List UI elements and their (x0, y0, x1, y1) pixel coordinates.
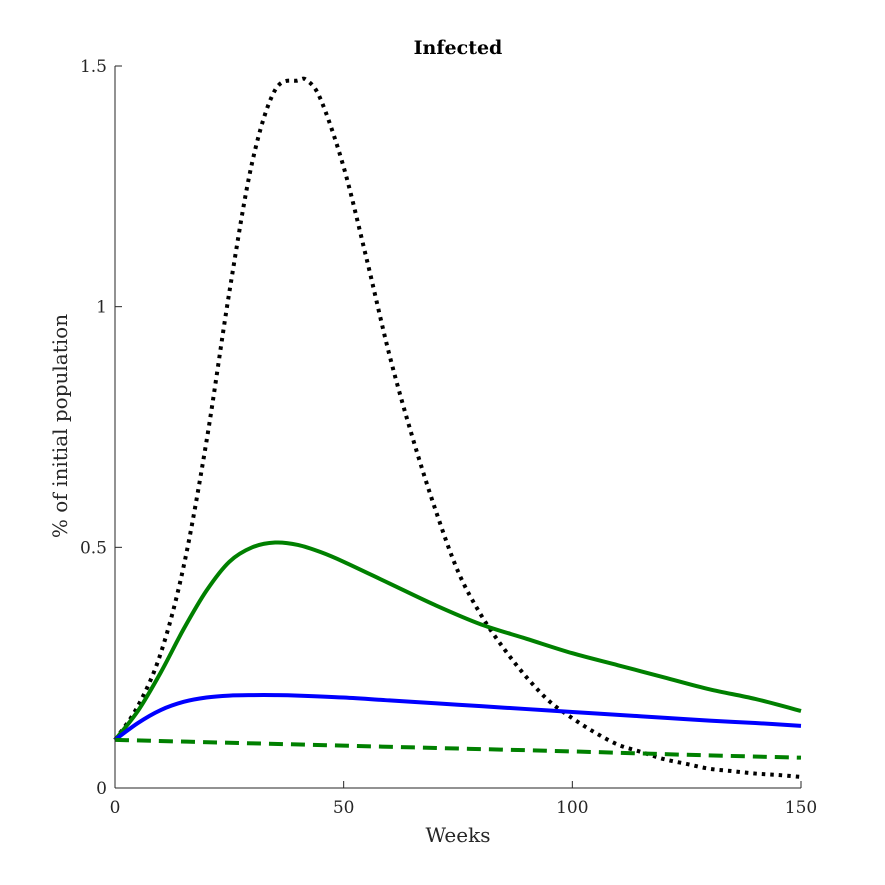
axes-layer: 0 50 100 150 0 0.5 1 1.5 (80, 57, 817, 818)
series-line-3-solid-0000ff (113, 693, 802, 742)
x-tick-label: 100 (556, 798, 588, 818)
y-tick-label: 1.5 (80, 57, 107, 77)
y-tick-label: 0.5 (80, 538, 107, 558)
x-axis-label: Weeks (426, 823, 491, 847)
series-line-2-solid-008000 (113, 540, 802, 742)
series-line-1-dotted-000000 (113, 76, 802, 779)
series-line-4-dashed-008000 (114, 737, 802, 760)
x-tick-label: 0 (110, 798, 121, 818)
y-tick-label: 0 (96, 779, 107, 799)
series-layer (113, 76, 802, 779)
x-tick-label: 150 (785, 798, 817, 818)
chart-title: Infected (414, 37, 503, 59)
y-axis-label: % of initial population (48, 314, 72, 538)
y-tick-label: 1 (96, 298, 107, 318)
x-tick-label: 50 (333, 798, 355, 818)
